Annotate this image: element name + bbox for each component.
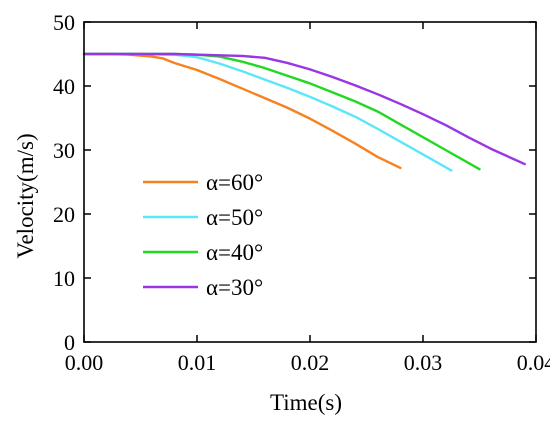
y-tick-label: 0 <box>64 330 75 355</box>
legend-label-4: α=30° <box>206 275 263 300</box>
legend-label-1: α=60° <box>206 170 263 195</box>
y-tick-label: 30 <box>53 138 75 163</box>
x-tick-label: 0.00 <box>65 350 104 375</box>
y-tick-label: 10 <box>53 266 75 291</box>
ticks-layer: 0.00 0.01 0.02 0.03 0.04 0 10 20 30 40 50 <box>53 10 550 375</box>
x-tick-label: 0.02 <box>291 350 330 375</box>
series-line-1 <box>82 52 402 170</box>
series-line-4 <box>82 52 526 166</box>
y-tick-label: 20 <box>53 202 75 227</box>
series-layer <box>82 52 526 172</box>
legend-label-3: α=40° <box>206 240 263 265</box>
x-tick-label: 0.04 <box>517 350 550 375</box>
y-tick-label: 50 <box>53 10 75 35</box>
legend: α=60° α=50° α=40° α=30° <box>143 170 263 300</box>
y-axis-label: Velocity(m/s) <box>13 133 38 258</box>
y-tick-label: 40 <box>53 74 75 99</box>
x-tick-label: 0.01 <box>178 350 217 375</box>
series-line-2 <box>82 52 453 172</box>
x-axis-label: Time(s) <box>270 390 342 415</box>
legend-label-2: α=50° <box>206 205 263 230</box>
x-tick-label: 0.03 <box>404 350 443 375</box>
